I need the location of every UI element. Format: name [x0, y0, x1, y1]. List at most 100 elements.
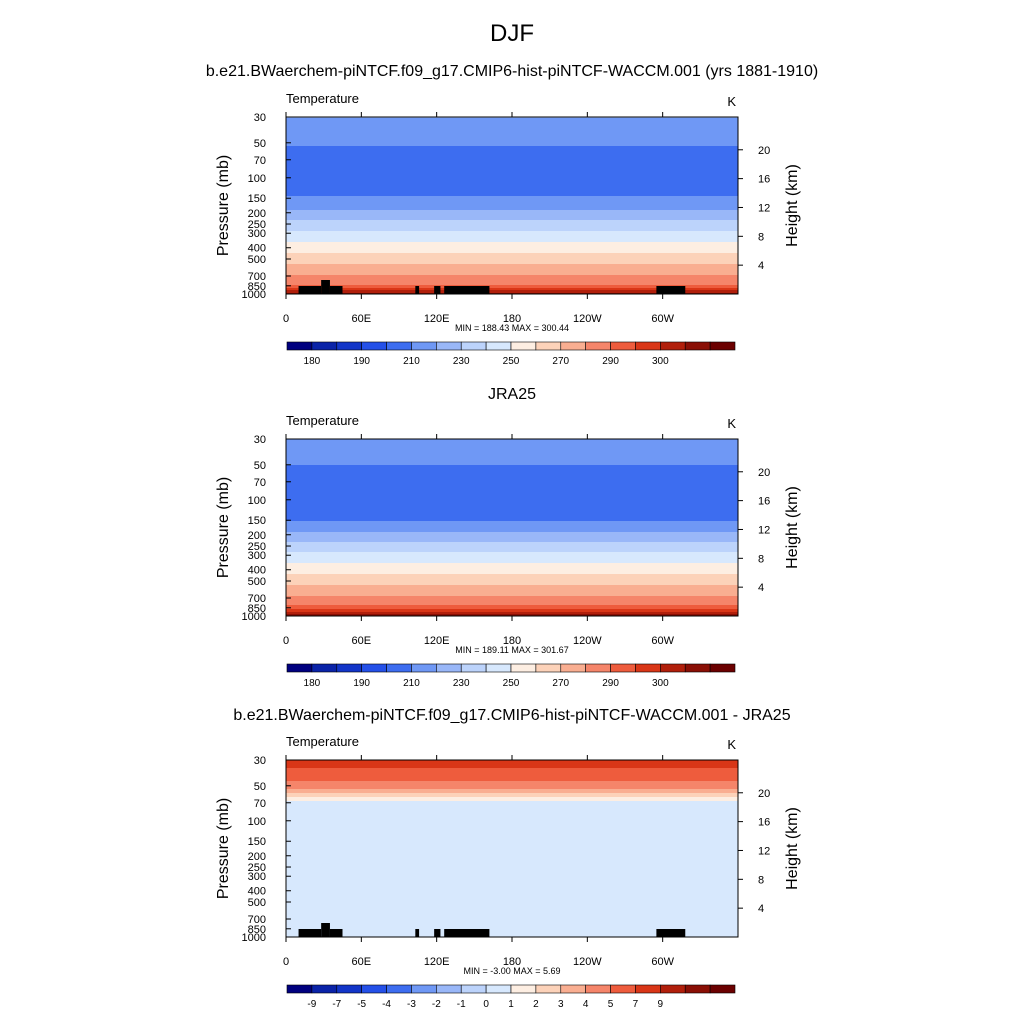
y-tick-label: 70 — [254, 798, 266, 810]
colorbar-label: 250 — [503, 678, 520, 689]
contour-band — [286, 253, 738, 265]
colorbar-swatch — [286, 663, 313, 673]
x-tick-label: 120E — [424, 313, 450, 325]
colorbar-swatch — [436, 984, 462, 994]
colorbar-label: 9 — [658, 999, 664, 1010]
colorbar-label: -7 — [332, 999, 341, 1010]
contour-band — [286, 797, 738, 802]
colorbar: -9 -7 -5 -4 -3 -2 -1 0 1 2 3 4 5 7 9 — [286, 984, 736, 1010]
x-tick-label: 60W — [651, 313, 674, 325]
y-tick-label: 200 — [248, 530, 266, 542]
right-tick-label: 20 — [758, 467, 770, 479]
colorbar-swatch — [311, 984, 338, 994]
right-tick-label: 20 — [758, 788, 770, 800]
panel-title-difference: b.e21.BWaerchem-piNTCF.f09_g17.CMIP6-his… — [233, 707, 791, 724]
right-tick-label: 8 — [758, 553, 764, 565]
contour-band — [286, 793, 738, 798]
contour-band — [286, 596, 738, 606]
colorbar-label: 300 — [652, 356, 669, 367]
contour-band — [286, 285, 738, 289]
y-tick-label: 300 — [248, 871, 266, 883]
y-tick-label: 700 — [248, 914, 266, 926]
x-tick-label: 120W — [573, 313, 602, 325]
contour-band — [286, 614, 738, 616]
right-axis-label: Height (km) — [784, 807, 801, 890]
y-tick-label: 70 — [254, 477, 266, 489]
plot-area — [286, 439, 738, 616]
y-tick-label: 1000 — [242, 932, 266, 944]
colorbar-label: 290 — [602, 356, 619, 367]
colorbar-swatch — [585, 984, 611, 994]
panel-title-jra25: JRA25 — [487, 386, 537, 403]
y-tick-label: 1000 — [242, 289, 266, 301]
colorbar-label: 270 — [552, 356, 569, 367]
units-label: K — [727, 737, 736, 752]
topography-mask — [298, 286, 322, 294]
contour-band — [286, 552, 738, 564]
y-tick-label: 500 — [248, 897, 266, 909]
colorbar-swatch — [510, 984, 537, 994]
colorbar-swatch — [660, 663, 686, 673]
colorbar-swatch — [460, 984, 487, 994]
topography-mask — [329, 929, 343, 937]
y-axis-label: Pressure (mb) — [215, 477, 232, 578]
y-tick-label: 50 — [254, 460, 266, 472]
colorbar-swatch — [660, 984, 686, 994]
right-tick-label: 12 — [758, 845, 770, 857]
colorbar-swatch — [585, 663, 611, 673]
y-axis-label: Pressure (mb) — [215, 155, 232, 256]
right-tick-label: 4 — [758, 903, 764, 915]
y-tick-label: 850 — [248, 281, 266, 293]
contour-band — [286, 542, 738, 553]
colorbar-label: 1 — [508, 999, 514, 1010]
contour-band — [286, 231, 738, 243]
colorbar-swatch — [510, 341, 537, 351]
y-tick-label: 50 — [254, 138, 266, 150]
topography-mask — [321, 923, 330, 937]
colorbar-label: 5 — [608, 999, 614, 1010]
y-tick-label: 500 — [248, 254, 266, 266]
topography-mask — [434, 929, 441, 937]
colorbar-label: 7 — [633, 999, 639, 1010]
colorbar-swatch — [361, 341, 387, 351]
contour-band — [286, 789, 738, 794]
contour-band — [286, 605, 738, 610]
colorbar-swatch — [411, 341, 437, 351]
right-tick-label: 8 — [758, 874, 764, 886]
colorbar-swatch — [460, 341, 487, 351]
colorbar-swatch — [610, 663, 636, 673]
plot-area — [286, 117, 738, 294]
y-tick-label: 100 — [248, 495, 266, 507]
topography-mask — [329, 286, 343, 294]
variable-label: Temperature — [286, 91, 359, 106]
contour-band — [286, 220, 738, 232]
colorbar-swatch — [535, 984, 562, 994]
chart-panel-0: Temperature K3050701001502002503004005007… — [215, 91, 801, 367]
y-tick-label: 250 — [248, 862, 266, 874]
colorbar-label: 0 — [483, 999, 489, 1010]
y-tick-label: 1000 — [242, 611, 266, 623]
right-tick-label: 16 — [758, 817, 770, 829]
topography-mask — [656, 929, 686, 937]
colorbar-swatch — [311, 341, 338, 351]
y-tick-label: 30 — [254, 755, 266, 767]
colorbar-label: 180 — [304, 356, 321, 367]
contour-band — [286, 210, 738, 221]
contour-band — [286, 290, 738, 294]
colorbar-swatch — [336, 663, 362, 673]
colorbar-swatch — [510, 663, 537, 673]
colorbar-label: -3 — [407, 999, 416, 1010]
x-tick-label: 60W — [651, 635, 674, 647]
colorbar-swatch — [286, 984, 313, 994]
stats-label: MIN = 188.43 MAX = 300.44 — [455, 323, 569, 333]
y-tick-label: 500 — [248, 576, 266, 588]
colorbar-label: -5 — [357, 999, 366, 1010]
x-tick-label: 60W — [651, 956, 674, 968]
x-tick-label: 180 — [503, 635, 521, 647]
colorbar-swatch — [286, 341, 313, 351]
contour-band — [286, 264, 738, 276]
contour-band — [286, 146, 738, 197]
colorbar-swatch — [311, 663, 338, 673]
colorbar-swatch — [436, 341, 462, 351]
contour-band — [286, 563, 738, 575]
